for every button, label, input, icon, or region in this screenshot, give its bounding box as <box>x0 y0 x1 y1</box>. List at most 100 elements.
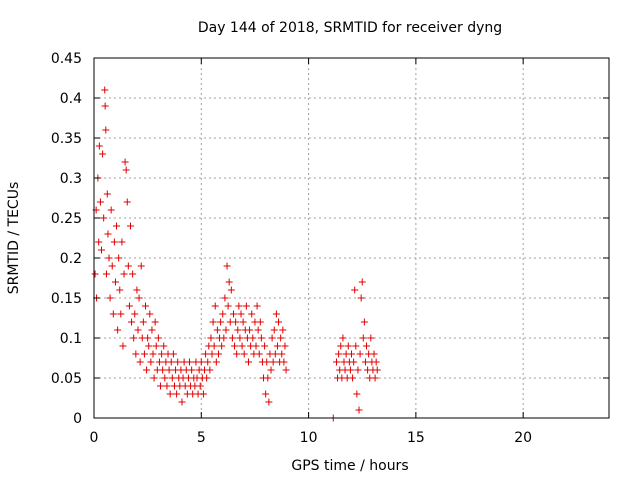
data-point <box>358 278 366 286</box>
data-point <box>332 358 340 366</box>
data-point <box>221 294 229 302</box>
data-point <box>255 350 263 358</box>
data-point <box>102 270 110 278</box>
data-point <box>128 318 136 326</box>
data-point <box>223 262 231 270</box>
data-point <box>107 206 115 214</box>
data-point <box>185 358 193 366</box>
data-point <box>174 358 182 366</box>
data-point <box>213 326 221 334</box>
data-point <box>115 254 123 262</box>
data-point <box>105 254 113 262</box>
data-point <box>245 358 252 366</box>
data-point <box>236 334 244 342</box>
y-tick-label: 0.45 <box>51 51 82 67</box>
data-point <box>211 302 219 310</box>
data-point <box>132 350 140 358</box>
data-point <box>169 350 177 358</box>
data-point <box>282 366 290 374</box>
data-point <box>222 326 230 334</box>
data-point <box>109 310 117 318</box>
data-point <box>154 334 162 342</box>
data-point <box>207 334 215 342</box>
data-point <box>280 358 288 366</box>
data-point <box>252 342 260 350</box>
data-point <box>101 102 109 110</box>
data-point <box>167 358 175 366</box>
y-tick-label: 0.25 <box>51 211 82 227</box>
data-point <box>125 302 133 310</box>
data-point <box>261 342 269 350</box>
data-point <box>281 342 289 350</box>
data-point <box>178 398 186 406</box>
data-point <box>262 390 270 398</box>
data-point <box>229 310 237 318</box>
data-point <box>210 342 218 350</box>
data-point <box>100 214 108 222</box>
x-tick-label: 5 <box>197 430 206 446</box>
data-point <box>219 310 227 318</box>
data-point <box>257 334 265 342</box>
data-point <box>122 166 130 174</box>
data-point <box>102 126 110 134</box>
data-point <box>150 374 158 382</box>
x-tick-label: 20 <box>514 430 532 446</box>
data-point <box>256 318 264 326</box>
data-point <box>239 318 247 326</box>
data-point <box>160 342 168 350</box>
data-point <box>373 366 381 374</box>
data-point <box>143 366 151 374</box>
data-point <box>270 326 278 334</box>
data-point <box>234 326 242 334</box>
y-tick-label: 0 <box>73 411 82 427</box>
data-point <box>118 238 126 246</box>
data-point <box>147 358 155 366</box>
data-point <box>121 158 129 166</box>
data-point <box>268 334 276 342</box>
data-point <box>117 310 125 318</box>
data-point <box>275 318 283 326</box>
data-point <box>157 382 165 390</box>
data-point <box>96 198 104 206</box>
x-tick-label: 0 <box>90 430 99 446</box>
data-point <box>113 222 121 230</box>
data-point <box>137 262 145 270</box>
data-point <box>335 350 343 358</box>
data-point <box>220 334 228 342</box>
data-point <box>372 358 380 366</box>
y-tick-label: 0.4 <box>60 91 82 107</box>
x-axis-label: GPS time / hours <box>291 458 408 474</box>
data-point <box>202 350 210 358</box>
data-point <box>235 302 243 310</box>
data-point <box>349 374 357 382</box>
data-point <box>135 294 143 302</box>
data-point <box>206 366 214 374</box>
data-point <box>208 350 216 358</box>
y-tick-label: 0.35 <box>51 131 82 147</box>
data-point <box>238 342 246 350</box>
data-point <box>254 326 262 334</box>
data-point <box>277 334 285 342</box>
data-point <box>246 326 254 334</box>
data-point <box>371 374 379 382</box>
points-layer <box>91 86 381 422</box>
data-point <box>370 350 378 358</box>
data-point <box>136 358 144 366</box>
data-point <box>242 302 250 310</box>
data-point <box>95 238 103 246</box>
data-point <box>158 350 166 358</box>
data-point <box>367 334 375 342</box>
data-point <box>204 358 212 366</box>
data-point <box>225 278 233 286</box>
y-tick-label: 0.05 <box>51 371 82 387</box>
data-point <box>108 262 116 270</box>
data-point <box>354 366 362 374</box>
data-point <box>233 350 241 358</box>
data-point <box>126 222 134 230</box>
data-point <box>120 270 128 278</box>
x-tick-label: 10 <box>300 430 318 446</box>
data-point <box>217 318 225 326</box>
y-tick-label: 0.2 <box>60 251 82 267</box>
data-point <box>339 334 347 342</box>
